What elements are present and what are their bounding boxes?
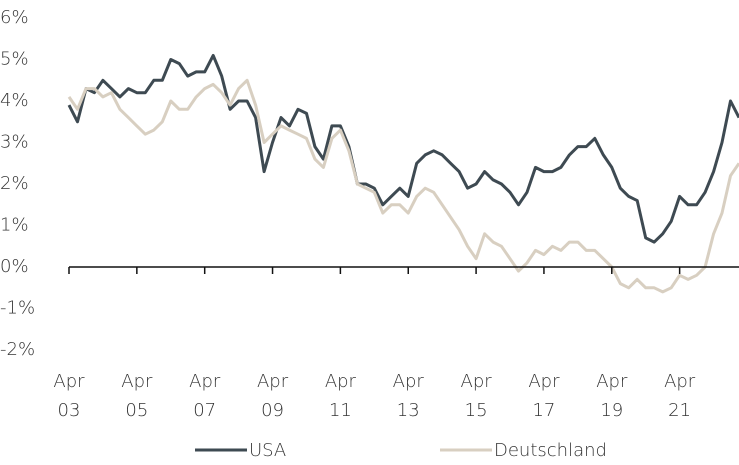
x-tick-label-line: 13 bbox=[397, 400, 420, 421]
x-tick-label-line: Apr bbox=[53, 371, 85, 392]
x-tick-label-line: Apr bbox=[189, 371, 221, 392]
x-tick-label-line: Apr bbox=[461, 371, 493, 392]
series-line bbox=[67, 78, 739, 294]
series-line bbox=[67, 53, 739, 244]
x-tick-label: Apr 11 bbox=[325, 371, 357, 421]
x-tick-label: Apr 19 bbox=[596, 371, 628, 421]
y-tick-label: 4% bbox=[0, 90, 29, 111]
y-tick-label: 0% bbox=[0, 256, 29, 277]
legend-label: USA bbox=[249, 440, 286, 461]
x-tick-label-line: 11 bbox=[329, 400, 352, 421]
y-tick-label: -2% bbox=[0, 339, 35, 360]
y-tick-label: 3% bbox=[0, 132, 29, 153]
x-tick-label-line: 09 bbox=[261, 400, 284, 421]
y-tick-label: -1% bbox=[0, 298, 35, 319]
legend-label: Deutschland bbox=[494, 440, 607, 461]
x-tick-label: Apr 09 bbox=[257, 371, 289, 421]
x-tick-label-line: Apr bbox=[596, 371, 628, 392]
y-tick-label: 5% bbox=[0, 49, 29, 70]
x-tick-label-line: 03 bbox=[58, 400, 81, 421]
x-tick-label: Apr 15 bbox=[461, 371, 493, 421]
x-tick-label-line: Apr bbox=[325, 371, 357, 392]
x-tick-label: Apr 03 bbox=[53, 371, 85, 421]
x-tick-label-line: 05 bbox=[125, 400, 148, 421]
x-tick-label-line: Apr bbox=[393, 371, 425, 392]
y-tick-label: 2% bbox=[0, 173, 29, 194]
x-tick-label-line: 15 bbox=[465, 400, 488, 421]
y-tick-label: 6% bbox=[0, 7, 29, 28]
x-tick-label-line: 17 bbox=[532, 400, 555, 421]
y-tick-label: 1% bbox=[0, 215, 29, 236]
x-tick-label: Apr 05 bbox=[121, 371, 153, 421]
x-tick-label-line: Apr bbox=[664, 371, 696, 392]
x-tick-label-line: 19 bbox=[600, 400, 623, 421]
x-tick-label: Apr 07 bbox=[189, 371, 221, 421]
x-tick-label: Apr 13 bbox=[393, 371, 425, 421]
x-tick-label-line: 07 bbox=[193, 400, 216, 421]
x-tick-label-line: 21 bbox=[668, 400, 691, 421]
x-tick-label-line: Apr bbox=[121, 371, 153, 392]
x-tick-label-line: Apr bbox=[257, 371, 289, 392]
x-tick-label: Apr 17 bbox=[528, 371, 560, 421]
x-tick-label-line: Apr bbox=[528, 371, 560, 392]
x-tick-label: Apr 21 bbox=[664, 371, 696, 421]
